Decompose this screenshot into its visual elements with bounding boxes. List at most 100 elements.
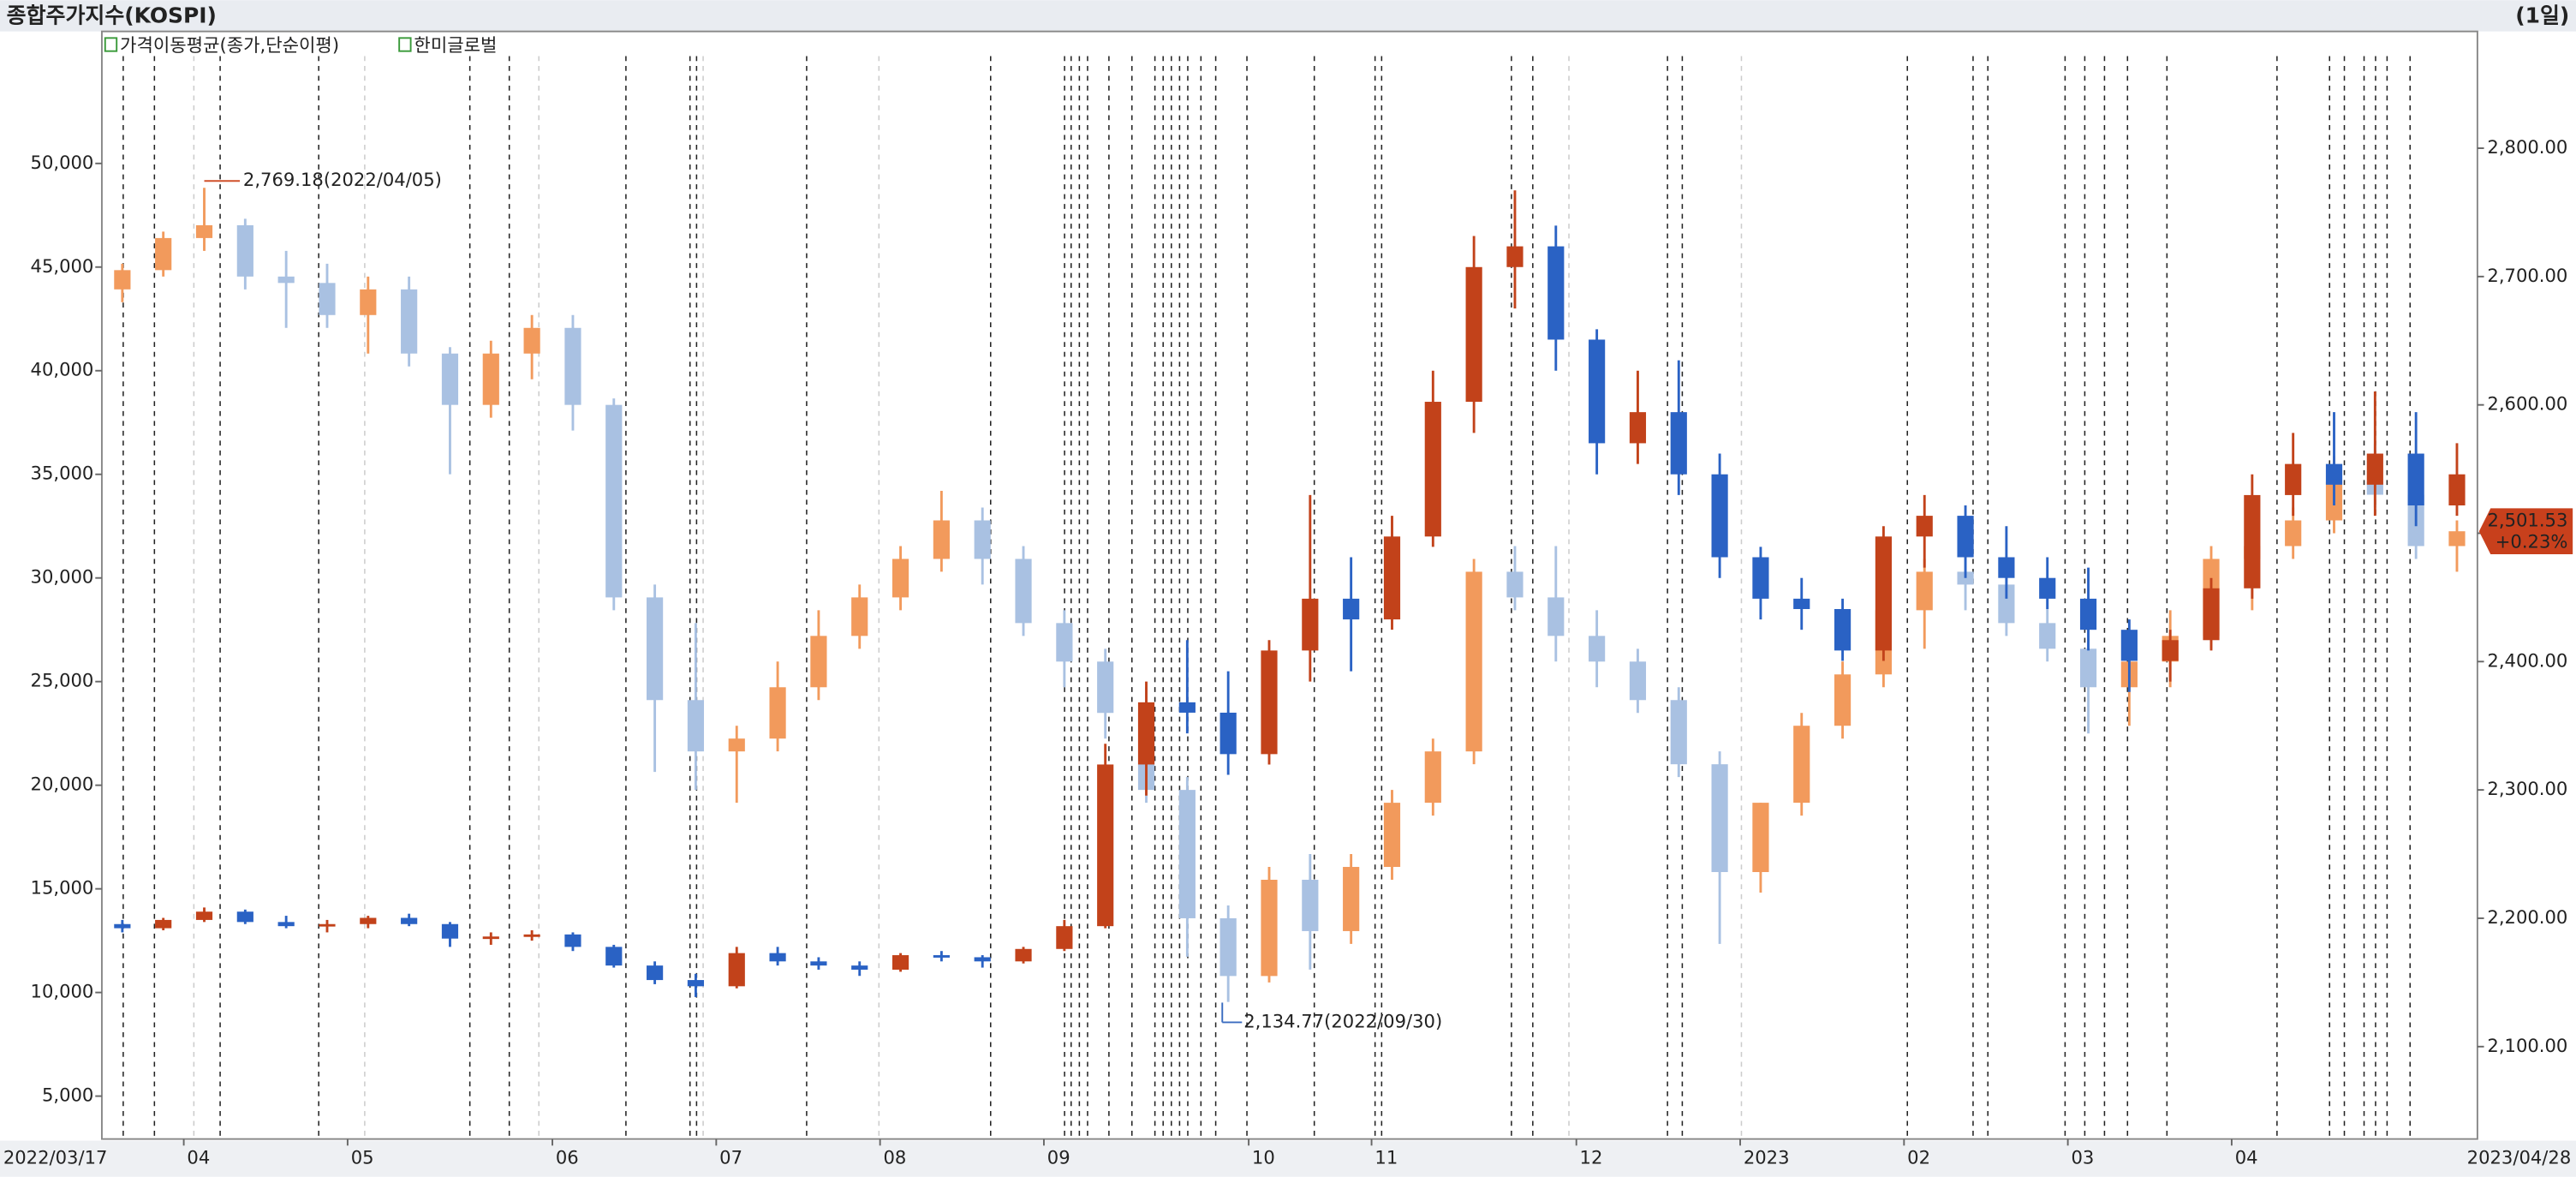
candle-body — [1957, 516, 1974, 558]
candle-body — [1793, 598, 1810, 609]
candle-body — [2407, 453, 2424, 506]
candle-body — [605, 404, 623, 598]
candle-body — [687, 980, 705, 987]
candle-body — [401, 289, 418, 354]
candle-body — [360, 289, 377, 315]
candle-body — [482, 353, 499, 405]
candle-body — [2039, 623, 2056, 649]
candle-body — [1261, 880, 1278, 977]
legend-swatch[interactable] — [104, 37, 118, 52]
candle-body — [933, 955, 950, 958]
y-tick-label: 15,000 — [31, 877, 94, 899]
candle-body — [2244, 494, 2261, 588]
candle-body — [810, 636, 827, 688]
candle-body — [1547, 597, 1565, 636]
candle-body — [523, 934, 540, 937]
legend-indicator[interactable]: 가격이동평균(종가,단순이평) — [120, 34, 339, 56]
candle-body — [2285, 520, 2302, 547]
candle-body — [974, 957, 991, 962]
y-tick-label: 5,000 — [42, 1084, 93, 1106]
candle-body — [728, 738, 745, 752]
period-label: (1일) — [2515, 3, 2569, 27]
x-tick-label: 2023 — [1744, 1147, 1790, 1168]
legend-series[interactable]: 한미글로벌 — [414, 34, 497, 56]
y-tick-label: 30,000 — [31, 566, 94, 588]
change-label: +0.23% — [2496, 531, 2568, 553]
candle-body — [1506, 571, 1524, 598]
candle-body — [1711, 474, 1728, 558]
candle-body — [810, 961, 827, 966]
x-tick-label: 08 — [883, 1147, 906, 1168]
candle-body — [1343, 598, 1360, 620]
candle-body — [360, 917, 377, 924]
candle-body — [851, 965, 868, 970]
candle-body — [1015, 559, 1032, 624]
y2-tick-label: 2,300.00 — [2487, 778, 2567, 799]
candle-body — [236, 224, 253, 277]
candle-body — [523, 327, 540, 354]
x-tick-label: 02 — [1907, 1147, 1930, 1168]
annotation: 2,769.18(2022/04/05) — [204, 169, 442, 190]
y-tick-label: 25,000 — [31, 670, 94, 691]
candle-body — [1629, 412, 1647, 444]
candle-body — [1302, 880, 1319, 931]
legend-swatch[interactable] — [398, 37, 412, 52]
candle-body — [1056, 926, 1073, 949]
candle-body — [647, 597, 664, 701]
chart-title: 종합주가지수(KOSPI) — [7, 3, 217, 27]
candle-body — [1137, 702, 1155, 765]
y2-tick-label: 2,200.00 — [2487, 906, 2567, 928]
candle-body — [1834, 674, 1852, 726]
candle-body — [441, 923, 459, 939]
candle-body — [1670, 700, 1687, 765]
candle-body — [1424, 402, 1441, 537]
y2-tick-label: 2,400.00 — [2487, 649, 2567, 671]
candle-body — [974, 520, 991, 559]
annotation-text: 2,134.77(2022/09/30) — [1243, 1010, 1442, 1031]
candle-body — [114, 923, 131, 929]
y-tick-label: 10,000 — [31, 981, 94, 1002]
candle-body — [277, 922, 295, 927]
candle-body — [1015, 948, 1032, 962]
candle-body — [728, 953, 745, 987]
candle-body — [1219, 917, 1237, 977]
candle-body — [2079, 598, 2097, 630]
y-tick-label: 40,000 — [31, 359, 94, 380]
candle-body — [1957, 571, 1974, 585]
candle-body — [1261, 650, 1278, 755]
candle-body — [851, 597, 868, 636]
x-tick-label: 2022/03/17 — [3, 1147, 108, 1168]
candle-body — [2079, 648, 2097, 688]
candle-body — [2366, 453, 2383, 485]
candle-body — [1097, 661, 1114, 714]
candle-body — [1056, 623, 1073, 662]
candle-body — [1916, 516, 1933, 537]
x-tick-label: 04 — [2235, 1147, 2258, 1168]
y-tick-label: 50,000 — [31, 152, 94, 173]
candle-body — [1916, 571, 1933, 611]
candle-body — [1465, 266, 1482, 403]
annotation: 2,134.77(2022/09/30) — [1221, 1002, 1442, 1031]
candle-body — [933, 520, 950, 559]
candle-body — [2448, 474, 2466, 506]
candle-body — [1629, 661, 1647, 701]
x-tick-label: 10 — [1252, 1147, 1275, 1168]
candle-body — [2325, 463, 2343, 485]
candle-body — [236, 911, 253, 923]
candle-body — [2039, 577, 2056, 599]
candle-body — [1343, 867, 1360, 931]
candle-body — [1465, 571, 1482, 752]
candle-body — [1424, 751, 1441, 804]
candle-body — [482, 936, 499, 940]
candle-body — [1097, 764, 1114, 927]
x-tick-label: 04 — [187, 1147, 210, 1168]
candle-body — [1589, 636, 1606, 662]
candle-body — [769, 687, 786, 739]
x-tick-label: 07 — [719, 1147, 742, 1168]
plot-frame — [100, 30, 2478, 1140]
y-tick-label: 20,000 — [31, 774, 94, 795]
candle-body — [1383, 536, 1401, 620]
x-tick-label: 2023/04/28 — [2467, 1147, 2572, 1168]
candle-body — [1998, 584, 2015, 624]
